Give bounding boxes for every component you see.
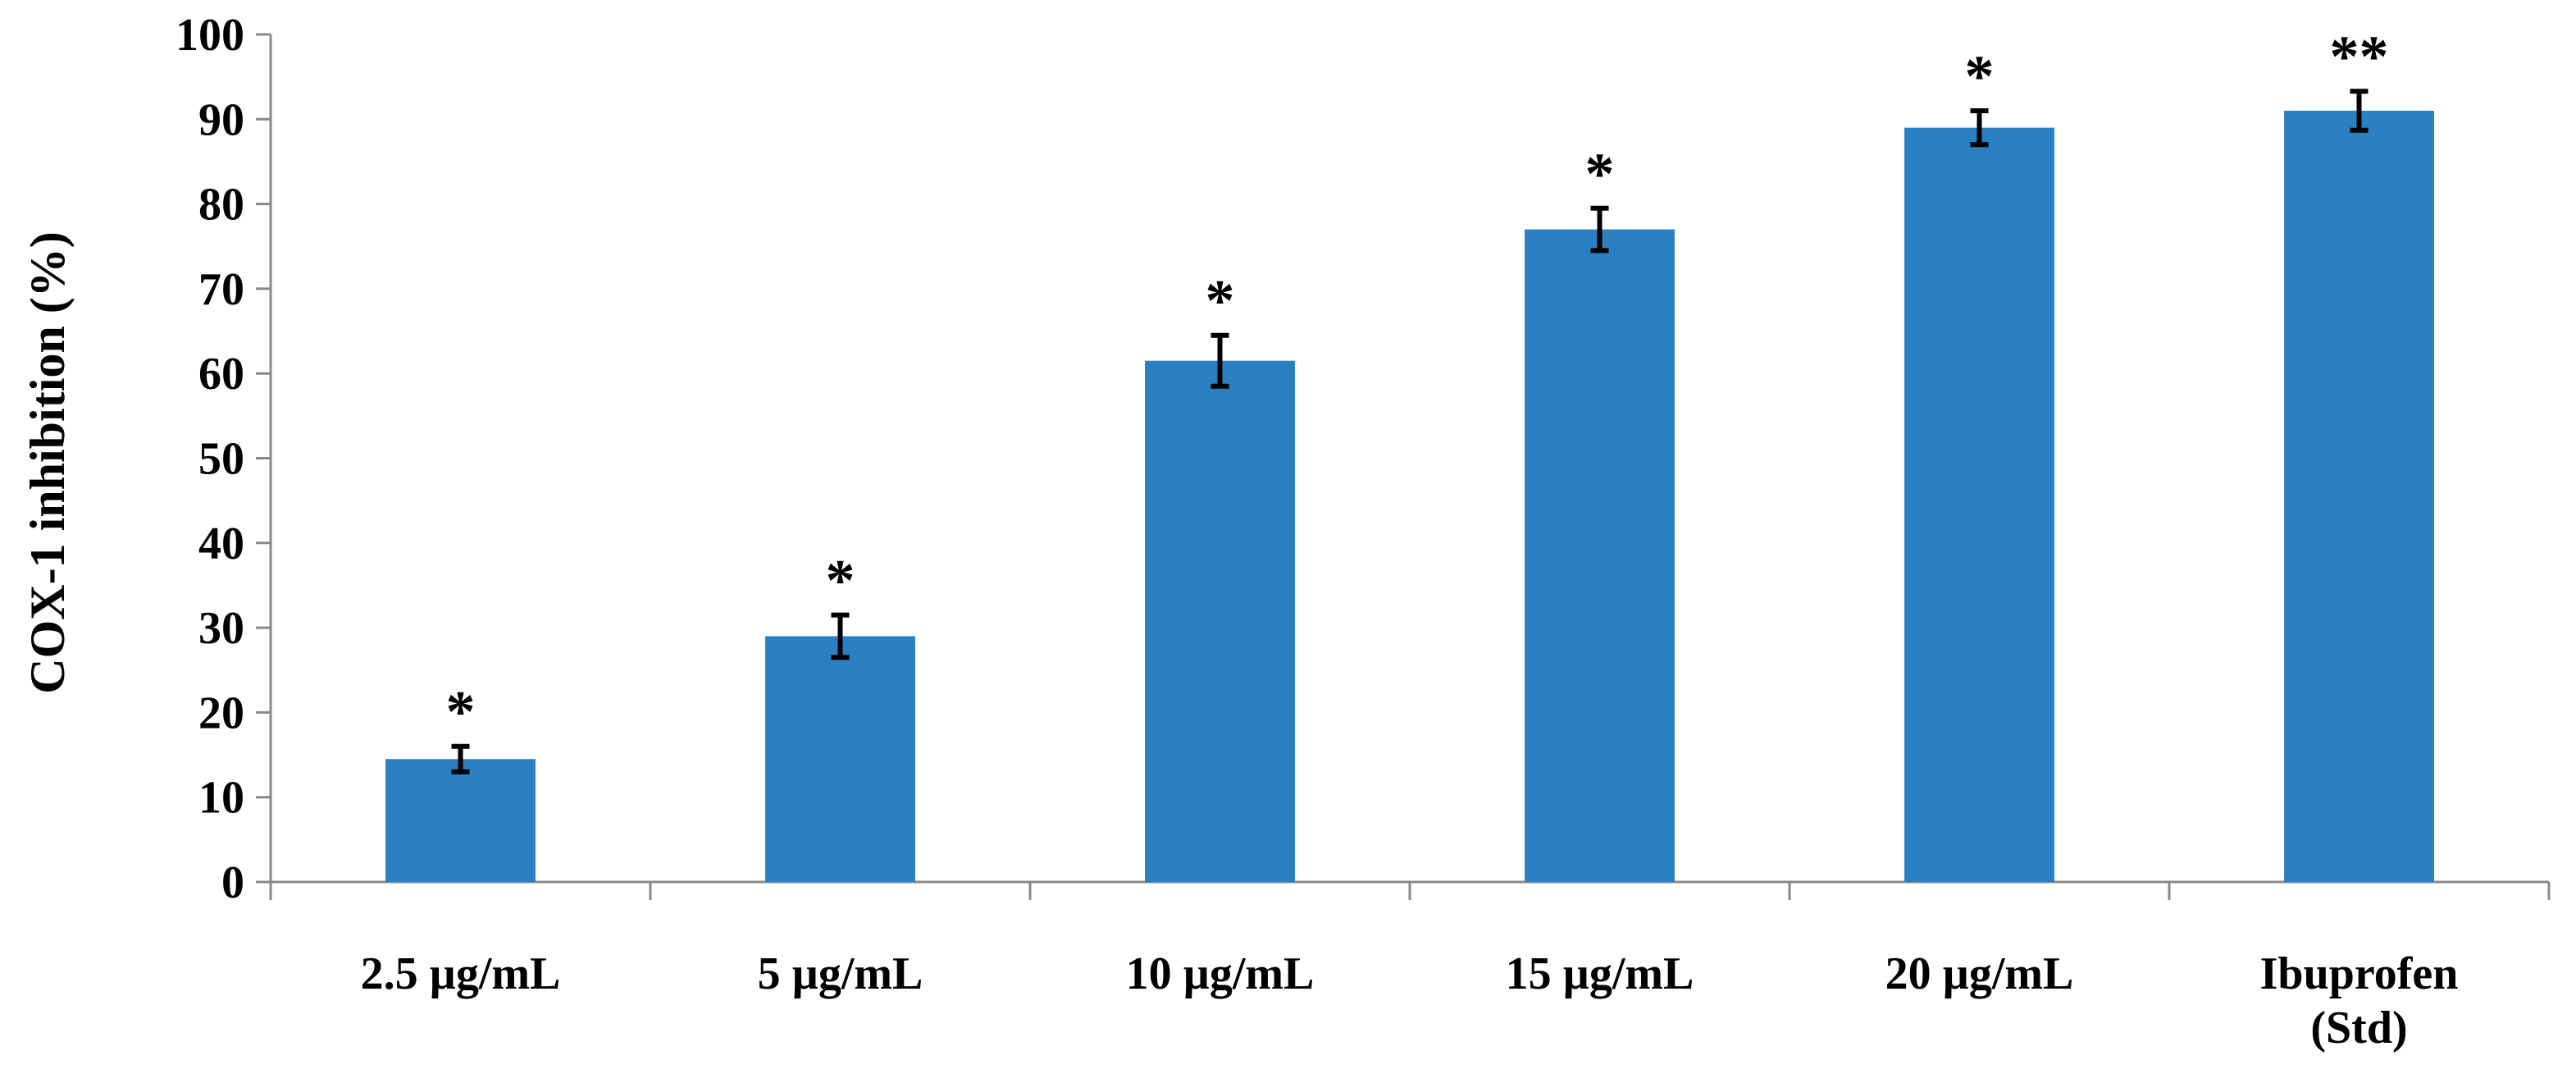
error-bars bbox=[451, 89, 2369, 774]
y-axis-title: COX-1 inhibition (%) bbox=[21, 231, 75, 693]
significance-label: * bbox=[446, 679, 476, 745]
bar bbox=[1145, 360, 1295, 883]
labels: * 2.5 µg/mL * 5 µg/mL * 10 µg/mL * 15 µg/mL * 20 … bbox=[361, 24, 2459, 1053]
category-label: 15 µg/mL bbox=[1506, 948, 1694, 999]
y-tick-label: 0 bbox=[221, 857, 244, 908]
category-label: 2.5 µg/mL bbox=[361, 948, 561, 999]
significance-label: * bbox=[826, 548, 855, 614]
y-tick-label: 90 bbox=[198, 94, 244, 145]
category-label: 10 µg/mL bbox=[1126, 948, 1315, 999]
y-tick-label: 40 bbox=[198, 519, 244, 569]
axes: 0 10 20 30 40 50 60 70 80 90 100 bbox=[176, 10, 2551, 908]
significance-label: * bbox=[1206, 268, 1235, 334]
significance-label: * bbox=[1965, 43, 1995, 109]
y-tick-label: 100 bbox=[176, 10, 244, 61]
y-tick-label: 30 bbox=[198, 603, 244, 654]
category-label: Ibuprofen bbox=[2260, 948, 2459, 999]
y-tick-label: 10 bbox=[198, 773, 244, 824]
bar bbox=[1525, 229, 1675, 883]
bar bbox=[1904, 127, 2054, 882]
bar bbox=[765, 636, 915, 882]
category-label: (Std) bbox=[2310, 1003, 2407, 1053]
y-tick-label: 80 bbox=[198, 180, 244, 231]
bar bbox=[2284, 110, 2434, 883]
bars bbox=[385, 110, 2434, 883]
significance-label: ** bbox=[2330, 24, 2389, 89]
y-tick-label: 20 bbox=[198, 688, 244, 738]
y-tick-label: 60 bbox=[198, 349, 244, 400]
category-label: 5 µg/mL bbox=[758, 948, 923, 999]
category-label: 20 µg/mL bbox=[1885, 948, 2074, 999]
y-tick-label: 70 bbox=[198, 264, 244, 315]
significance-label: * bbox=[1585, 141, 1615, 207]
bar bbox=[385, 759, 536, 882]
y-tick-label: 50 bbox=[198, 434, 244, 485]
